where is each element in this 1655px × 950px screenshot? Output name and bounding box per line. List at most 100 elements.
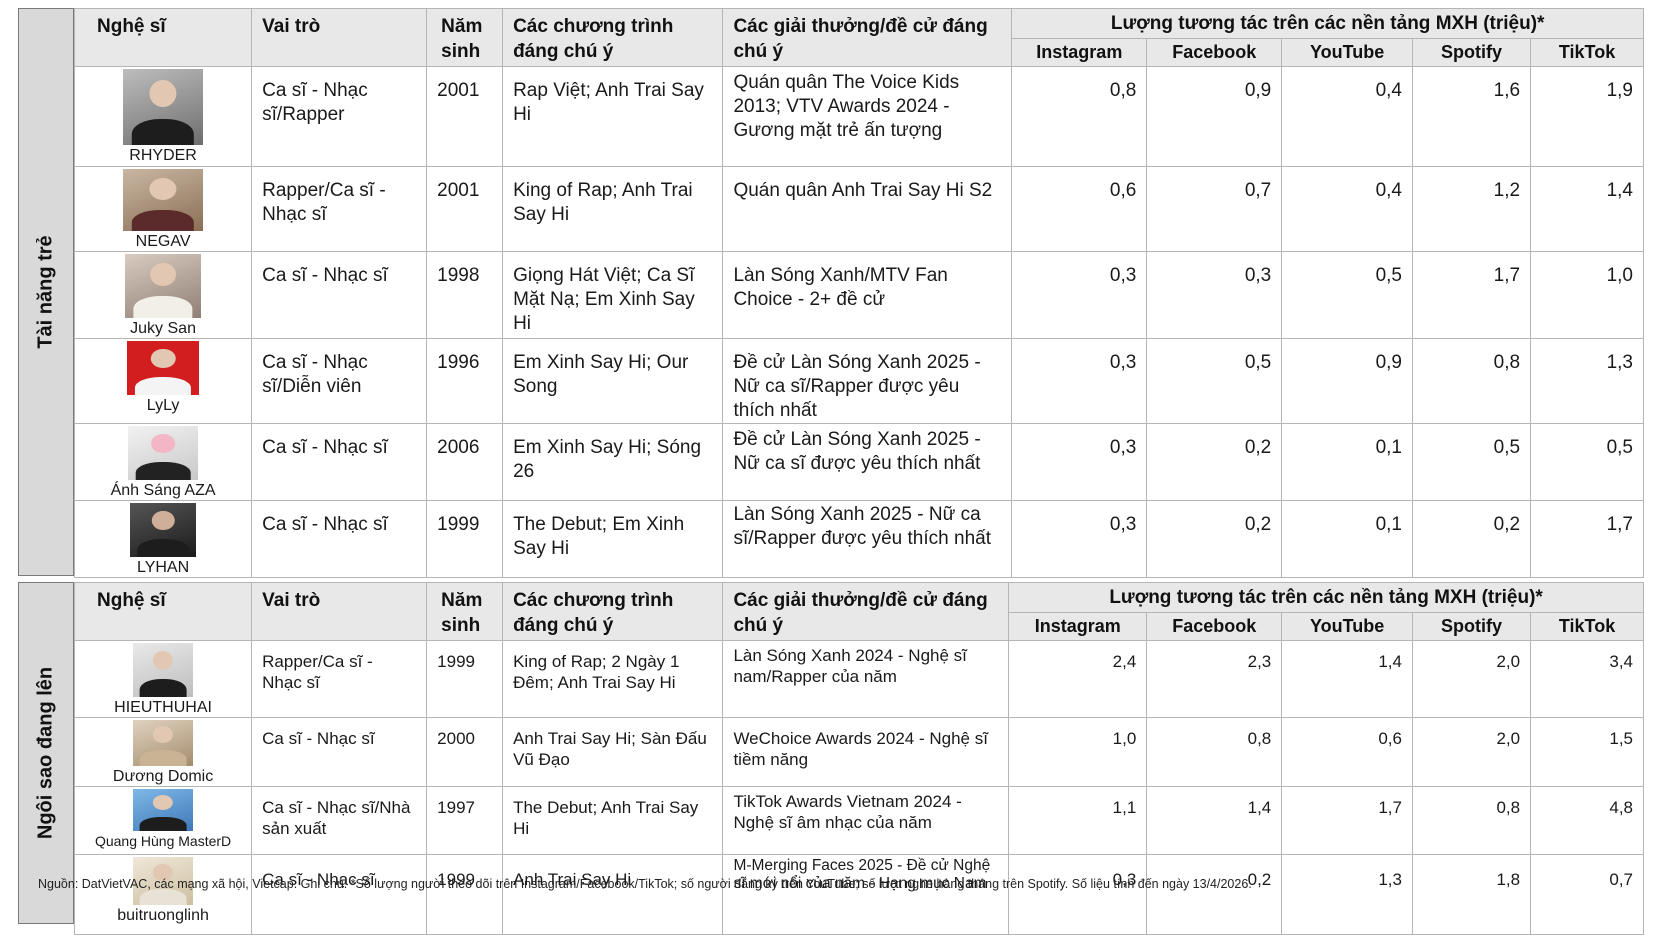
artist-cell: Ánh Sáng AZA <box>73 423 253 501</box>
programs-cell: Rap Việt; Anh Trai Say Hi <box>502 66 724 167</box>
artist-name: LYHAN <box>136 559 190 576</box>
artist-photo <box>133 789 194 831</box>
instagram-value: 1,0 <box>1008 717 1148 787</box>
table-row: RHYDER Ca sĩ - Nhạc sĩ/Rapper 2001 Rap V… <box>73 66 1644 167</box>
instagram-value: 0,3 <box>1008 854 1148 935</box>
youtube-value: 1,4 <box>1281 640 1413 718</box>
facebook-value: 0,2 <box>1146 854 1283 935</box>
facebook-value: 0,9 <box>1146 66 1283 167</box>
artist-cell: Quang Hùng MasterD <box>73 786 253 855</box>
role-cell: Ca sĩ - Nhạc sĩ <box>251 717 428 787</box>
artist-name: Juky San <box>130 320 196 337</box>
section-rising-stars: Ngôi sao đang lên Nghệ sĩ Vai trò Năm si… <box>18 582 1644 935</box>
tiktok-value: 1,7 <box>1530 500 1644 578</box>
year-cell: 1999 <box>426 640 504 718</box>
tiktok-value: 1,5 <box>1530 717 1644 787</box>
spotify-value: 0,8 <box>1411 786 1532 855</box>
spotify-value: 2,0 <box>1411 717 1532 787</box>
artist-table: Nghệ sĩ Vai trò Năm sinh Các chương trìn… <box>73 582 1644 935</box>
awards-cell: Làn Sóng Xanh/MTV Fan Choice - 2+ đề cử <box>722 251 1013 339</box>
facebook-value: 2,3 <box>1146 640 1283 718</box>
header-spotify: Spotify <box>1411 37 1532 68</box>
artist-photo <box>125 254 202 318</box>
artist-photo <box>123 69 204 145</box>
section-label: Ngôi sao đang lên <box>34 666 57 840</box>
awards-cell: Làn Sóng Xanh 2024 - Nghệ sĩ nam/Rapper … <box>722 640 1010 718</box>
role-cell: Ca sĩ - Nhạc sĩ <box>251 251 428 339</box>
artist-name: buitruonglinh <box>117 907 209 924</box>
header-facebook: Facebook <box>1146 611 1283 642</box>
header-role: Vai trò <box>251 582 428 641</box>
programs-cell: Anh Trai Say Hi <box>502 854 724 935</box>
header-programs: Các chương trình đáng chú ý <box>502 8 724 67</box>
tiktok-value: 1,4 <box>1530 166 1644 252</box>
programs-cell: The Debut; Anh Trai Say Hi <box>502 786 724 855</box>
artist-name: RHYDER <box>129 147 197 164</box>
programs-cell: Em Xinh Say Hi; Our Song <box>502 338 724 424</box>
artist-photo <box>128 426 199 480</box>
spotify-value: 1,8 <box>1411 854 1532 935</box>
awards-cell: Quán quân The Voice Kids 2013; VTV Award… <box>722 66 1013 167</box>
tiktok-value: 0,7 <box>1530 854 1644 935</box>
spotify-value: 0,5 <box>1411 423 1532 501</box>
awards-cell: Làn Sóng Xanh 2025 - Nữ ca sĩ/Rapper đượ… <box>722 500 1013 578</box>
header-engagement: Lượng tương tác trên các nền tảng MXH (t… <box>1011 8 1644 39</box>
artist-name: Dương Domic <box>112 768 214 785</box>
role-cell: Rapper/Ca sĩ - Nhạc sĩ <box>251 166 428 252</box>
artist-photo <box>130 503 197 557</box>
header-year: Năm sinh <box>426 8 504 67</box>
artist-name: Quang Hùng MasterD <box>94 833 232 849</box>
table-row: Ánh Sáng AZA Ca sĩ - Nhạc sĩ 2006 Em Xin… <box>73 423 1644 501</box>
header-year: Năm sinh <box>426 582 504 641</box>
artist-cell: LYHAN <box>73 500 253 578</box>
programs-cell: Giọng Hát Việt; Ca Sĩ Mặt Nạ; Em Xinh Sa… <box>502 251 724 339</box>
artist-cell: LyLy <box>73 338 253 424</box>
programs-cell: King of Rap; 2 Ngày 1 Đêm; Anh Trai Say … <box>502 640 724 718</box>
artist-photo <box>133 720 194 766</box>
tiktok-value: 1,9 <box>1530 66 1644 167</box>
header-instagram: Instagram <box>1008 611 1148 642</box>
tiktok-value: 3,4 <box>1530 640 1644 718</box>
facebook-value: 0,7 <box>1146 166 1283 252</box>
facebook-value: 1,4 <box>1146 786 1283 855</box>
instagram-value: 0,8 <box>1011 66 1148 167</box>
year-cell: 2000 <box>426 717 504 787</box>
artist-photo <box>133 643 194 697</box>
instagram-value: 0,6 <box>1011 166 1148 252</box>
year-cell: 1999 <box>426 854 504 935</box>
table-row: Dương Domic Ca sĩ - Nhạc sĩ 2000 Anh Tra… <box>73 717 1644 787</box>
facebook-value: 0,2 <box>1146 423 1283 501</box>
role-cell: Ca sĩ - Nhạc sĩ <box>251 854 428 935</box>
year-cell: 2001 <box>426 66 504 167</box>
header-awards: Các giải thưởng/đề cử đáng chú ý <box>722 8 1013 67</box>
artist-name: Ánh Sáng AZA <box>110 482 216 499</box>
spotify-value: 2,0 <box>1411 640 1532 718</box>
header-row: Nghệ sĩ Vai trò Năm sinh Các chương trìn… <box>73 582 1644 641</box>
table-row: Quang Hùng MasterD Ca sĩ - Nhạc sĩ/Nhà s… <box>73 786 1644 855</box>
facebook-value: 0,5 <box>1146 338 1283 424</box>
spotify-value: 1,6 <box>1411 66 1532 167</box>
youtube-value: 1,3 <box>1281 854 1413 935</box>
header-tiktok: TikTok <box>1530 611 1644 642</box>
artist-cell: Dương Domic <box>73 717 253 787</box>
tiktok-value: 1,0 <box>1530 251 1644 339</box>
instagram-value: 0,3 <box>1011 423 1148 501</box>
header-artist: Nghệ sĩ <box>73 582 253 641</box>
artist-name: NEGAV <box>135 233 191 250</box>
awards-cell: Đề cử Làn Sóng Xanh 2025 - Nữ ca sĩ/Rapp… <box>722 338 1013 424</box>
awards-cell: M-Merging Faces 2025 - Đề cử Nghệ sĩ mới… <box>722 854 1010 935</box>
artist-table: Nghệ sĩ Vai trò Năm sinh Các chương trìn… <box>73 8 1644 578</box>
artist-photo <box>127 341 200 395</box>
source-footnote: Nguồn: DatVietVAC, các mạng xã hội, Viet… <box>38 877 1252 891</box>
spotify-value: 1,2 <box>1411 166 1532 252</box>
youtube-value: 0,9 <box>1281 338 1413 424</box>
section-label-box: Ngôi sao đang lên <box>18 582 74 924</box>
platform-row: Instagram Facebook YouTube Spotify TikTo… <box>75 611 1644 642</box>
instagram-value: 0,3 <box>1011 251 1148 339</box>
header-awards: Các giải thưởng/đề cử đáng chú ý <box>722 582 1010 641</box>
artist-cell: NEGAV <box>73 166 253 252</box>
header-youtube: YouTube <box>1281 37 1413 68</box>
artist-cell: buitruonglinh <box>73 854 253 935</box>
youtube-value: 0,6 <box>1281 717 1413 787</box>
artist-cell: HIEUTHUHAI <box>73 640 253 718</box>
